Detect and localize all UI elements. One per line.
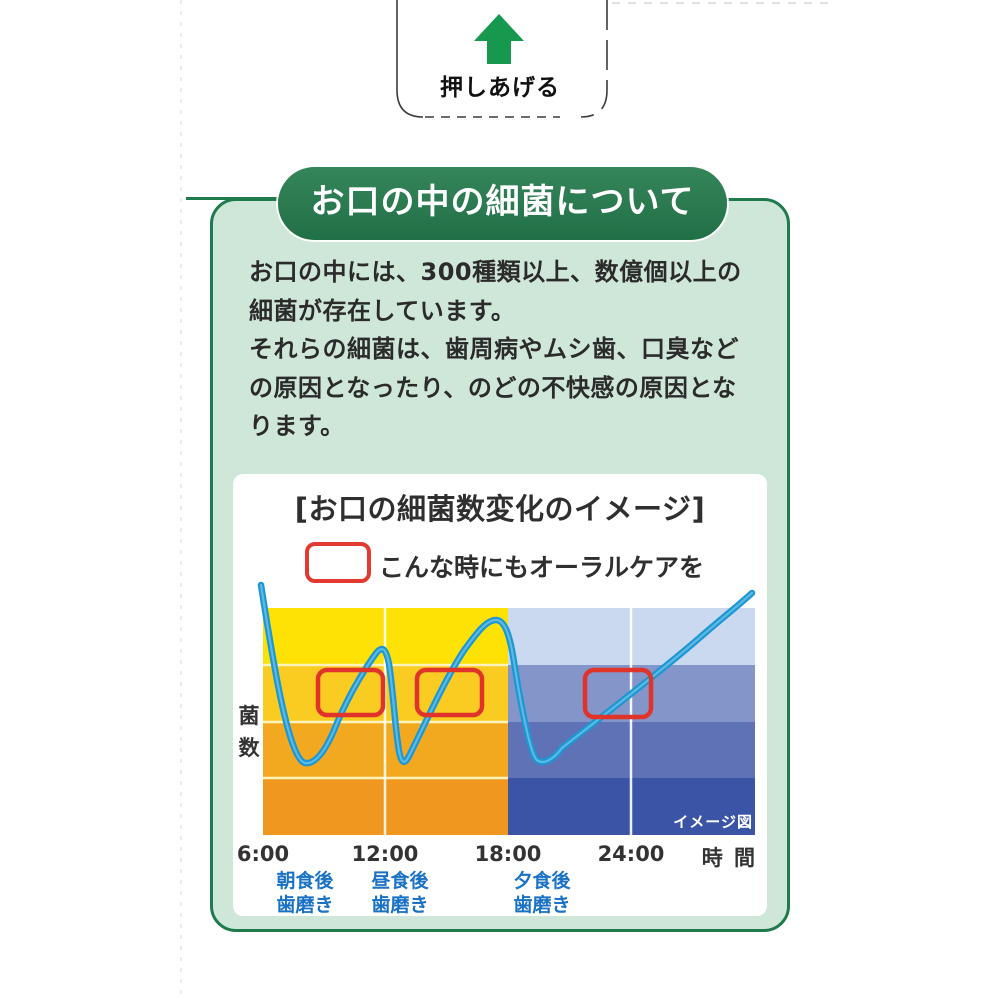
- brush-label-lunch: 昼食後 歯磨き: [371, 870, 429, 916]
- x-tick-12: 12:00: [351, 842, 419, 866]
- bacteria-curve-highlight: [259, 583, 754, 765]
- care-highlight-box-night: [582, 667, 654, 720]
- care-highlight-box-morning: [315, 667, 386, 718]
- section-title: お口の中の細菌について: [310, 182, 695, 222]
- x-tick-24: 24:00: [597, 842, 665, 866]
- x-axis-unit-label: 時 間: [701, 846, 757, 870]
- section-body-text: お口の中には、300種類以上、数億個以上の 細菌が存在しています。 それらの細菌…: [249, 258, 742, 440]
- x-tick-6: 6:00: [236, 842, 290, 866]
- brush-label-dinner: 夕食後 歯磨き: [513, 870, 571, 916]
- section-header-pill: お口の中の細菌について: [278, 167, 727, 240]
- x-tick-18: 18:00: [474, 842, 542, 866]
- bacteria-chart: [257, 581, 756, 835]
- care-legend-swatch: [305, 542, 371, 583]
- chart-title: [お口の細菌数変化のイメージ]: [294, 492, 706, 526]
- chart-card: [お口の細菌数変化のイメージ] こんな時にもオーラルケアを 菌 数 イメージ図 …: [233, 474, 767, 916]
- up-arrow-icon: [474, 14, 524, 64]
- brush-label-breakfast: 朝食後 歯磨き: [276, 870, 334, 916]
- care-legend-label: こんな時にもオーラルケアを: [379, 553, 705, 582]
- care-highlight-box-afternoon: [414, 667, 485, 718]
- image-note: イメージ図: [673, 813, 753, 831]
- flap-label: 押しあげる: [440, 75, 560, 101]
- y-axis-label: 菌 数: [238, 704, 260, 760]
